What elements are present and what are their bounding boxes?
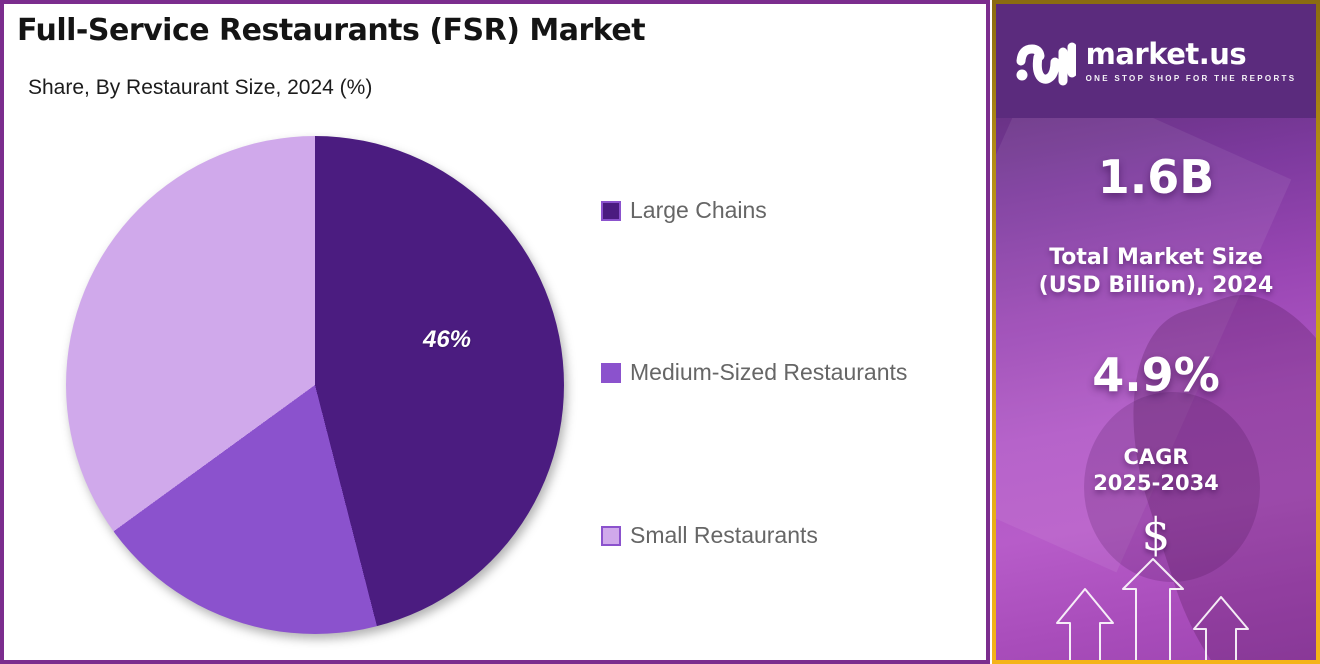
- market-size-label: Total Market Size (USD Billion), 2024: [996, 244, 1316, 299]
- chart-panel: Full-Service Restaurants (FSR) Market Sh…: [0, 0, 990, 664]
- legend-marker-icon: [601, 200, 621, 221]
- cagr-label: CAGR 2025-2034: [996, 444, 1316, 497]
- legend-label: Medium-Sized Restaurants: [630, 359, 908, 385]
- brand-name: market.us: [1085, 37, 1247, 72]
- legend-label: Small Restaurants: [630, 522, 818, 548]
- legend-marker-icon: [601, 362, 621, 383]
- cagr-label-line1: CAGR: [1123, 445, 1189, 469]
- legend-marker-icon: [601, 525, 621, 546]
- panel-divider: [990, 0, 992, 664]
- sidebar-gold-frame: market.us ONE STOP SHOP FOR THE REPORTS …: [992, 0, 1320, 664]
- market-size-label-line2: (USD Billion), 2024: [1038, 272, 1274, 298]
- market-size-value: 1.6B: [1097, 150, 1215, 204]
- pie-slice-data-label: 46%: [422, 326, 472, 353]
- chart-legend: Large Chains Medium-Sized Restaurants Sm…: [601, 4, 981, 664]
- legend-label: Large Chains: [630, 197, 767, 223]
- sidebar: market.us ONE STOP SHOP FOR THE REPORTS …: [996, 4, 1316, 660]
- dollar-icon: $: [1141, 508, 1171, 561]
- legend-item-small-restaurants: Small Restaurants: [601, 522, 818, 549]
- cagr-value: 4.9%: [1092, 348, 1220, 402]
- brand-text: market.us ONE STOP SHOP FOR THE REPORTS: [1085, 37, 1297, 83]
- page-title: Full-Service Restaurants (FSR) Market: [17, 13, 646, 48]
- growth-arrows-icon: [1056, 558, 1249, 660]
- page-subtitle: Share, By Restaurant Size, 2024 (%): [28, 76, 373, 99]
- cagr-label-line2: 2025-2034: [1093, 471, 1219, 496]
- pie-chart: [66, 136, 564, 634]
- market-size-label-line1: Total Market Size: [1049, 245, 1263, 270]
- legend-item-large-chains: Large Chains: [601, 197, 767, 224]
- brand-header: market.us ONE STOP SHOP FOR THE REPORTS: [996, 4, 1316, 118]
- legend-item-medium-sized-restaurants: Medium-Sized Restaurants: [601, 359, 907, 386]
- brand-tagline: ONE STOP SHOP FOR THE REPORTS: [1085, 73, 1297, 83]
- market-us-logo-icon: [1016, 42, 1076, 86]
